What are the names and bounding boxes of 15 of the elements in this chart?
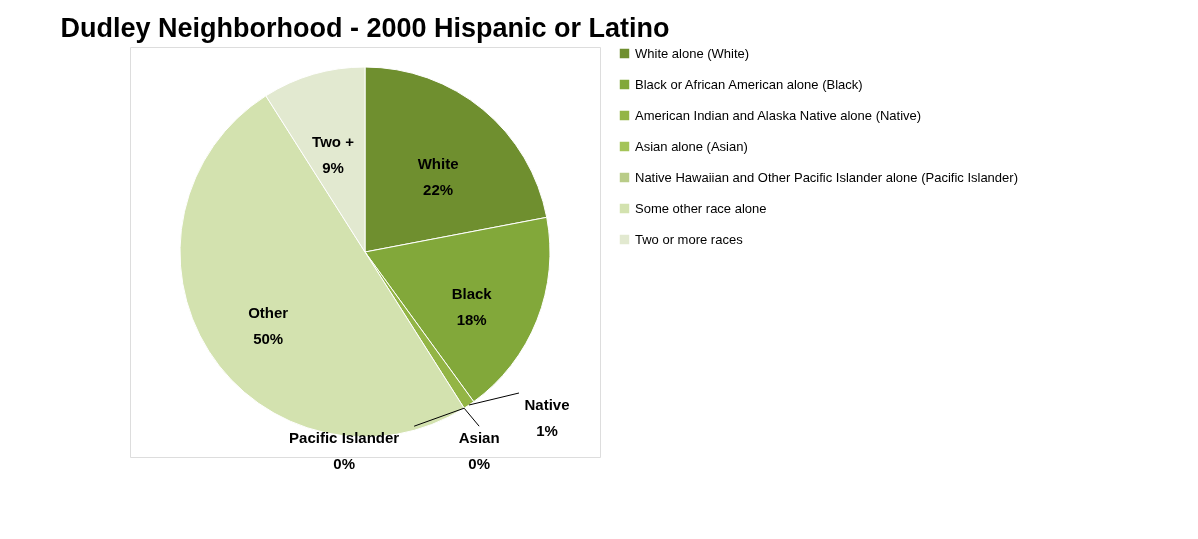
legend-label: Native Hawaiian and Other Pacific Islander alone (Pacific Islander) <box>635 169 1018 185</box>
data-label: Other 50% <box>248 304 289 348</box>
data-label: White 22% <box>417 154 459 198</box>
chart-title: Dudley Neighborhood - 2000 Hispanic or Latino <box>60 13 670 43</box>
legend-label: American Indian and Alaska Native alone (Native) <box>635 107 922 123</box>
data-label: Native 1% <box>524 396 570 440</box>
data-label: Black 18% <box>451 285 493 329</box>
legend-label: Some other race alone <box>635 200 767 216</box>
legend-label: Asian alone (Asian) <box>635 138 748 154</box>
legend-label: Black or African American alone (Black) <box>635 76 863 92</box>
legend-label: White alone (White) <box>635 45 750 61</box>
data-label: Two + 9% <box>312 132 355 176</box>
legend-label: Two or more races <box>635 231 744 247</box>
text: Asian 0% <box>458 429 500 473</box>
text: Pacific Islander 0% <box>289 429 400 473</box>
